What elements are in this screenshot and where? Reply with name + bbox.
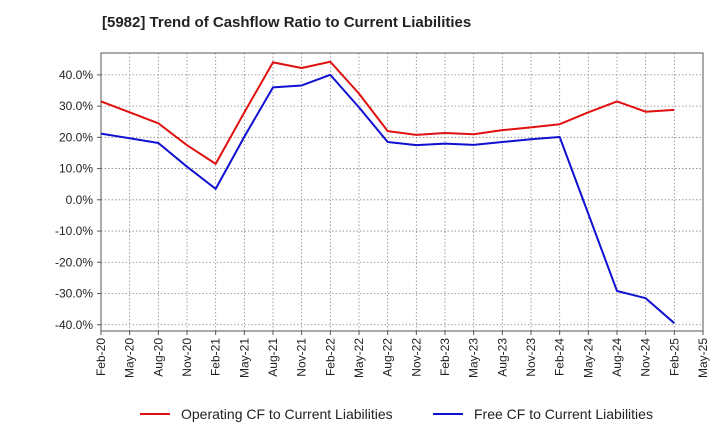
- legend-label-free-cf: Free CF to Current Liabilities: [474, 406, 653, 422]
- legend-label-operating-cf: Operating CF to Current Liabilities: [181, 406, 393, 422]
- legend: Operating CF to Current Liabilities Free …: [140, 406, 653, 422]
- x-tick-label: Feb-21: [209, 338, 223, 376]
- x-tick-label: Feb-22: [323, 338, 337, 376]
- series-lines: [100, 60, 675, 324]
- x-tick-label: Feb-23: [438, 338, 452, 376]
- x-tick-label: Feb-24: [553, 338, 567, 376]
- x-tick-label: Aug-20: [151, 338, 165, 377]
- x-tick-label: Aug-22: [381, 338, 395, 377]
- y-tick-label: -20.0%: [55, 255, 93, 269]
- x-tick-label: May-20: [123, 338, 137, 378]
- y-tick-label: 40.0%: [59, 68, 93, 82]
- y-axis-ticks: 40.0% 30.0% 20.0% 10.0% 0.0% -10.0% -20.0% -30.…: [55, 68, 101, 332]
- x-tick-label: Nov-22: [409, 338, 423, 377]
- x-tick-label: Aug-23: [495, 338, 509, 377]
- x-tick-label: May-23: [467, 338, 481, 378]
- x-tick-label: May-24: [581, 338, 595, 378]
- y-tick-label: -10.0%: [55, 224, 93, 238]
- x-tick-label: Feb-20: [94, 338, 108, 376]
- y-tick-label: 20.0%: [59, 130, 93, 144]
- x-tick-label: May-22: [352, 338, 366, 378]
- plot-frame: [100, 52, 704, 332]
- x-tick-label: May-25: [696, 338, 710, 378]
- x-axis-ticks: Feb-20 May-20 Aug-20 Nov-20 Feb-21 May-21 Aug-…: [94, 331, 710, 378]
- x-tick-label: Feb-25: [667, 338, 681, 376]
- x-tick-label: Aug-24: [610, 338, 624, 377]
- y-tick-label: 10.0%: [59, 162, 93, 176]
- y-tick-label: 0.0%: [66, 193, 94, 207]
- y-tick-label: -40.0%: [55, 318, 93, 332]
- y-tick-label: 30.0%: [59, 99, 93, 113]
- y-tick-label: -30.0%: [55, 287, 93, 301]
- x-tick-label: Nov-20: [180, 338, 194, 377]
- x-tick-label: Nov-23: [524, 338, 538, 377]
- x-tick-label: Nov-21: [295, 338, 309, 377]
- x-tick-label: Aug-21: [266, 338, 280, 377]
- grid-lines: [100, 53, 704, 331]
- x-tick-label: Nov-24: [639, 338, 653, 377]
- chart-title: [5982] Trend of Cashflow Ratio to Curren…: [102, 14, 472, 31]
- x-tick-label: May-21: [237, 338, 251, 378]
